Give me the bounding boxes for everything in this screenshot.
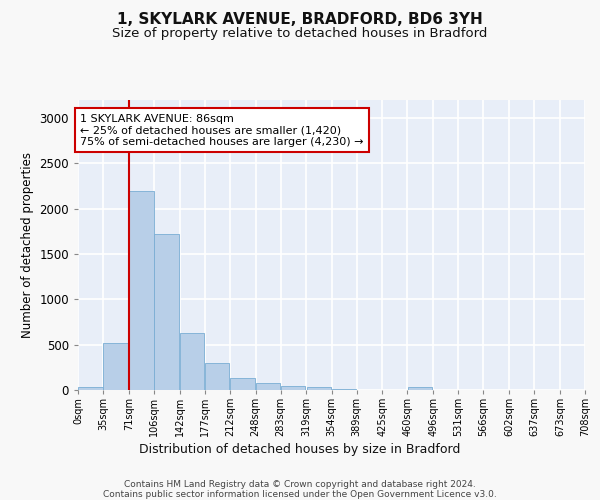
Bar: [154, 234, 179, 390]
Bar: [79, 388, 103, 390]
Text: Distribution of detached houses by size in Bradford: Distribution of detached houses by size …: [139, 442, 461, 456]
Bar: [307, 387, 331, 390]
Text: 1, SKYLARK AVENUE, BRADFORD, BD6 3YH: 1, SKYLARK AVENUE, BRADFORD, BD6 3YH: [117, 12, 483, 28]
Bar: [256, 383, 280, 390]
Text: 1 SKYLARK AVENUE: 86sqm
← 25% of detached houses are smaller (1,420)
75% of semi: 1 SKYLARK AVENUE: 86sqm ← 25% of detache…: [80, 114, 364, 147]
Bar: [332, 389, 356, 390]
Bar: [103, 343, 128, 390]
Bar: [205, 364, 229, 390]
Bar: [129, 190, 154, 390]
Text: Size of property relative to detached houses in Bradford: Size of property relative to detached ho…: [112, 28, 488, 40]
Bar: [180, 333, 205, 390]
Bar: [230, 378, 254, 390]
Bar: [408, 388, 432, 390]
Bar: [281, 386, 305, 390]
Y-axis label: Number of detached properties: Number of detached properties: [21, 152, 34, 338]
Text: Contains HM Land Registry data © Crown copyright and database right 2024.
Contai: Contains HM Land Registry data © Crown c…: [103, 480, 497, 500]
